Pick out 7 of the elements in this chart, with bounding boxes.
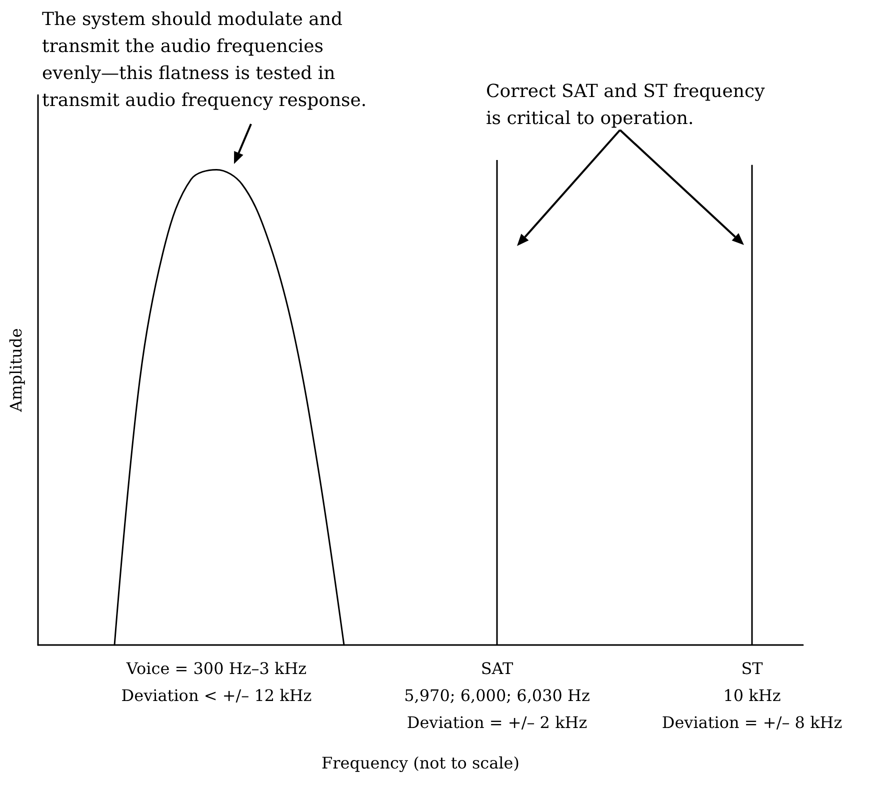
x-tick-label: SAT 5,970; 6,000; 6,030 Hz Deviation = +/– 2 kHz bbox=[404, 659, 590, 732]
text: The system should modulate and transmit the audio frequencies evenly—this flatness is tested in transmit audio frequency response. bbox=[42, 9, 367, 111]
text: Correct SAT and ST frequency is critical to operation. bbox=[486, 81, 766, 129]
y-axis-title: Amplitude bbox=[6, 328, 26, 413]
x-axis-title: Frequency (not to scale) bbox=[321, 754, 520, 772]
x-tick-label: ST 10 kHz Deviation = +/– 8 kHz bbox=[662, 659, 842, 732]
x-tick-label: Voice = 300 Hz–3 kHz Deviation < +/– 12 kHz bbox=[121, 659, 312, 705]
